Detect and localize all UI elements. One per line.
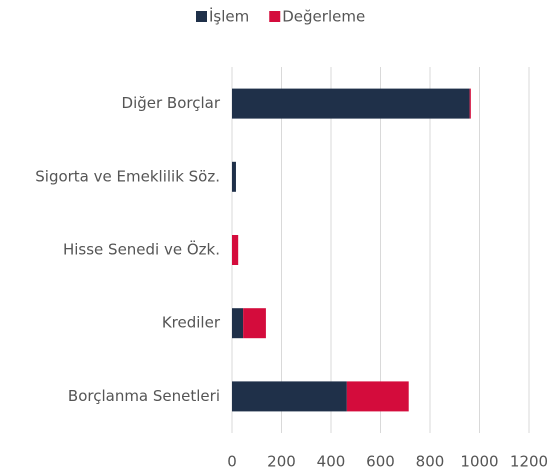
y-tick-label: Hisse Senedi ve Özk.	[63, 240, 220, 259]
y-tick-label: Diğer Borçlar	[122, 94, 221, 112]
x-tick-label: 1000	[460, 453, 498, 471]
x-tick-label: 400	[317, 453, 346, 471]
y-tick-label: Sigorta ve Emeklilik Söz.	[35, 167, 220, 185]
bar-segment	[232, 161, 236, 192]
legend-label: Değerleme	[282, 8, 365, 26]
legend-swatch	[269, 11, 281, 22]
x-tick-label: 1200	[510, 453, 548, 471]
x-tick-label: 800	[416, 453, 445, 471]
bar-segment	[232, 308, 244, 339]
x-tick-label: 0	[227, 453, 237, 471]
y-tick-label: Krediler	[162, 314, 221, 332]
legend-swatch	[196, 11, 207, 22]
legend-label: İşlem	[209, 7, 249, 26]
bar-segment	[243, 308, 266, 339]
x-tick-label: 600	[366, 453, 395, 471]
bar-segment	[469, 88, 471, 119]
bar-segment	[232, 88, 470, 119]
x-tick-label: 200	[267, 453, 296, 471]
bar-segment	[346, 381, 409, 412]
bar-segment	[232, 235, 239, 265]
bar-segment	[232, 381, 347, 412]
y-tick-label: Borçlanma Senetleri	[68, 387, 220, 405]
